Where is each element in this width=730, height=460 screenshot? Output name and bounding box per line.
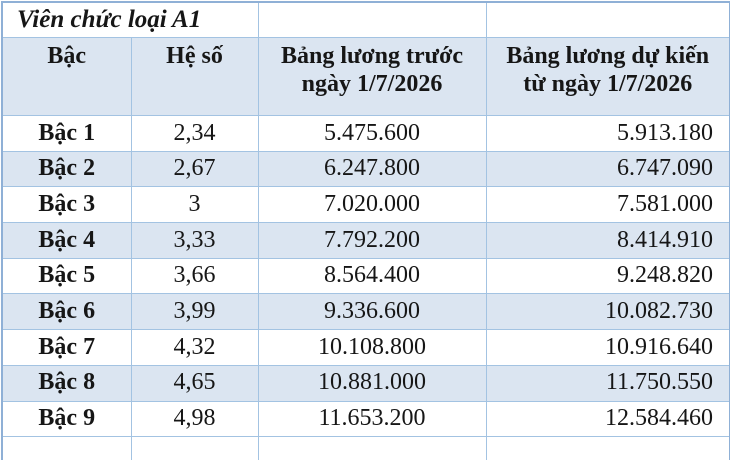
title-row-empty-cell xyxy=(257,1,487,38)
salary-before-value: 7.020.000 xyxy=(257,186,487,224)
table-row: Bậc 8 4,65 10.881.000 11.750.550 xyxy=(1,364,730,402)
table-header-row: Bậc Hệ số Bảng lương trước ngày 1/7/2026… xyxy=(1,37,730,116)
coefficient-value: 2,67 xyxy=(130,150,259,188)
level-label: Bậc 7 xyxy=(1,329,132,366)
salary-after-value: 5.913.180 xyxy=(485,115,730,152)
salary-before-value: 10.881.000 xyxy=(257,364,487,402)
salary-after-value: 9.248.820 xyxy=(485,257,730,295)
salary-before-value: 7.792.200 xyxy=(257,222,487,259)
column-header-level: Bậc xyxy=(1,37,132,116)
salary-after-value: 11.750.550 xyxy=(485,364,730,402)
salary-after-value: 12.584.460 xyxy=(485,400,730,438)
salary-after-value: 10.082.730 xyxy=(485,293,730,331)
coefficient-value: 4,98 xyxy=(130,400,259,438)
table-row: Bậc 5 3,66 8.564.400 9.248.820 xyxy=(1,257,730,295)
level-label: Bậc 8 xyxy=(1,364,132,402)
coefficient-value: 3,33 xyxy=(130,222,259,259)
table-row: Bậc 7 4,32 10.108.800 10.916.640 xyxy=(1,329,730,366)
salary-after-value: 8.414.910 xyxy=(485,222,730,259)
level-label: Bậc 9 xyxy=(1,400,132,438)
coefficient-value: 4,65 xyxy=(130,364,259,402)
table-row: Bậc 1 2,34 5.475.600 5.913.180 xyxy=(1,115,730,152)
level-label: Bậc 6 xyxy=(1,293,132,331)
table-row: Bậc 3 3 7.020.000 7.581.000 xyxy=(1,186,730,224)
level-label: Bậc 4 xyxy=(1,222,132,259)
level-label: Bậc 3 xyxy=(1,186,132,224)
table-row: Bậc 4 3,33 7.792.200 8.414.910 xyxy=(1,222,730,259)
table-row: Bậc 2 2,67 6.247.800 6.747.090 xyxy=(1,150,730,188)
level-label: Bậc 2 xyxy=(1,150,132,188)
column-header-salary-before: Bảng lương trước ngày 1/7/2026 xyxy=(257,37,487,116)
salary-after-value: 7.581.000 xyxy=(485,186,730,224)
table-row-partial xyxy=(1,436,730,460)
coefficient-value: 3,99 xyxy=(130,293,259,331)
column-header-coefficient: Hệ số xyxy=(130,37,259,116)
coefficient-value: 3,66 xyxy=(130,257,259,295)
salary-before-value: 11.653.200 xyxy=(257,400,487,438)
level-label: Bậc 1 xyxy=(1,115,132,152)
table-title: Viên chức loại A1 xyxy=(1,1,259,38)
coefficient-value: 4,32 xyxy=(130,329,259,366)
column-header-salary-after: Bảng lương dự kiến từ ngày 1/7/2026 xyxy=(485,37,730,116)
table-title-row: Viên chức loại A1 xyxy=(1,1,730,38)
title-row-empty-cell xyxy=(485,1,730,38)
table-row: Bậc 6 3,99 9.336.600 10.082.730 xyxy=(1,293,730,331)
salary-after-value: 10.916.640 xyxy=(485,329,730,366)
salary-before-value: 8.564.400 xyxy=(257,257,487,295)
level-label: Bậc 5 xyxy=(1,257,132,295)
salary-before-value: 10.108.800 xyxy=(257,329,487,366)
salary-after-value: 6.747.090 xyxy=(485,150,730,188)
salary-before-value: 6.247.800 xyxy=(257,150,487,188)
coefficient-value: 3 xyxy=(130,186,259,224)
salary-before-value: 9.336.600 xyxy=(257,293,487,331)
table-row: Bậc 9 4,98 11.653.200 12.584.460 xyxy=(1,400,730,438)
salary-before-value: 5.475.600 xyxy=(257,115,487,152)
coefficient-value: 2,34 xyxy=(130,115,259,152)
